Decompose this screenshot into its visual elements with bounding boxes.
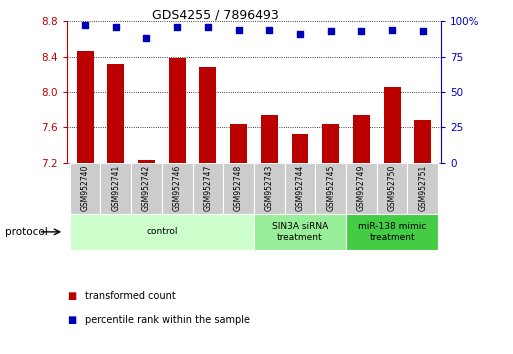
Bar: [377, 163, 407, 214]
Text: GSM952748: GSM952748: [234, 165, 243, 211]
Point: [81, 23, 89, 28]
Bar: [101, 163, 131, 214]
Text: GSM952743: GSM952743: [265, 165, 274, 211]
Text: miR-138 mimic
treatment: miR-138 mimic treatment: [358, 222, 426, 241]
Text: protocol: protocol: [5, 227, 48, 237]
Point: [143, 35, 151, 41]
Text: GSM952740: GSM952740: [81, 165, 90, 211]
Bar: [254, 163, 285, 214]
Text: transformed count: transformed count: [85, 291, 175, 301]
Bar: [384, 87, 401, 163]
Text: control: control: [146, 227, 177, 236]
Bar: [415, 120, 431, 163]
Point: [265, 27, 273, 33]
Text: GSM952751: GSM952751: [418, 165, 427, 211]
Text: ■: ■: [67, 315, 76, 325]
Text: GSM952741: GSM952741: [111, 165, 121, 211]
Point: [112, 24, 120, 30]
Bar: [322, 124, 339, 163]
Bar: [131, 163, 162, 214]
Bar: [291, 133, 308, 163]
Bar: [261, 115, 278, 163]
Bar: [315, 163, 346, 214]
Text: SIN3A siRNA
treatment: SIN3A siRNA treatment: [272, 222, 328, 241]
Bar: [107, 64, 124, 163]
Point: [204, 24, 212, 30]
Text: ■: ■: [67, 291, 76, 301]
Text: percentile rank within the sample: percentile rank within the sample: [85, 315, 250, 325]
Point: [388, 27, 396, 33]
Bar: [346, 214, 438, 250]
Bar: [70, 163, 101, 214]
Bar: [76, 51, 93, 163]
Bar: [353, 115, 370, 163]
Bar: [285, 163, 315, 214]
Bar: [223, 163, 254, 214]
Bar: [192, 163, 223, 214]
Bar: [162, 163, 192, 214]
Bar: [230, 124, 247, 163]
Text: GSM952746: GSM952746: [173, 165, 182, 211]
Bar: [254, 214, 346, 250]
Text: GSM952747: GSM952747: [203, 165, 212, 211]
Text: GSM952750: GSM952750: [387, 165, 397, 211]
Bar: [70, 214, 254, 250]
Bar: [200, 67, 216, 163]
Text: GSM952742: GSM952742: [142, 165, 151, 211]
Text: GSM952749: GSM952749: [357, 165, 366, 211]
Text: GDS4255 / 7896493: GDS4255 / 7896493: [152, 9, 279, 22]
Bar: [138, 160, 155, 163]
Bar: [346, 163, 377, 214]
Text: GSM952745: GSM952745: [326, 165, 335, 211]
Bar: [407, 163, 438, 214]
Text: GSM952744: GSM952744: [295, 165, 305, 211]
Point: [296, 31, 304, 37]
Point: [173, 24, 181, 30]
Bar: [169, 57, 186, 163]
Point: [327, 28, 335, 34]
Point: [419, 28, 427, 34]
Point: [357, 28, 365, 34]
Point: [234, 27, 243, 33]
